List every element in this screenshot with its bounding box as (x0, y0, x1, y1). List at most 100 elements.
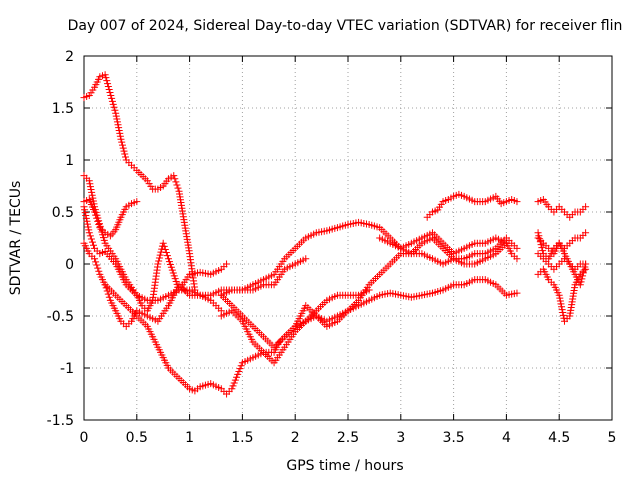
data-point (88, 191, 96, 199)
data-point (581, 263, 589, 271)
data-point (109, 100, 117, 108)
data-point (556, 294, 564, 302)
series-arc-11 (423, 190, 521, 221)
data-point (86, 180, 94, 188)
data-point (302, 255, 310, 263)
y-tick-label: -1.5 (47, 413, 74, 429)
data-point (85, 177, 93, 185)
y-tick-labels: -1.5 -1 -0.5 0 0.5 1 1.5 2 (47, 49, 74, 429)
data-point (121, 153, 129, 161)
data-point (93, 261, 101, 269)
x-tick-label: 4 (502, 430, 511, 446)
data-point (103, 77, 111, 85)
data-point (577, 278, 585, 286)
y-tick-label: 0 (65, 257, 74, 273)
data-point (513, 244, 521, 252)
data-point (105, 86, 113, 94)
x-tick-label: 4.5 (548, 430, 570, 446)
data-point (162, 249, 170, 257)
data-points (80, 71, 590, 398)
data-point (94, 264, 102, 272)
x-axis-label: GPS time / hours (286, 458, 403, 474)
data-point (576, 281, 584, 289)
data-point (115, 127, 123, 135)
data-point (537, 241, 545, 249)
series-arc-5 (80, 239, 225, 330)
data-point (155, 254, 163, 262)
data-point (87, 235, 95, 243)
data-point (111, 106, 119, 114)
y-tick-label: 0.5 (52, 205, 74, 221)
data-point (118, 138, 126, 146)
data-point (95, 267, 103, 275)
data-point (170, 172, 178, 180)
data-point (102, 74, 110, 82)
y-tick-label: 1 (65, 153, 74, 169)
x-tick-label: 3.5 (442, 430, 464, 446)
data-point (536, 235, 544, 243)
x-tick-label: 1.5 (231, 430, 253, 446)
data-point (90, 241, 98, 249)
data-point (114, 121, 122, 129)
x-tick-label: 3 (396, 430, 405, 446)
data-point (83, 217, 91, 225)
series-arc-4 (80, 203, 310, 304)
x-tick-label: 5 (608, 430, 617, 446)
data-point (105, 293, 113, 301)
data-point (171, 175, 179, 183)
series-arc-10 (376, 229, 521, 263)
data-point (133, 198, 141, 206)
data-point (229, 382, 237, 390)
series-arc-16 (534, 229, 590, 289)
data-point (558, 303, 566, 311)
data-point (89, 194, 97, 202)
data-point (92, 258, 100, 266)
data-point (228, 385, 236, 393)
data-point (539, 247, 547, 255)
data-point (104, 290, 112, 298)
data-point (112, 109, 120, 117)
data-point (107, 91, 115, 99)
data-point (173, 181, 181, 189)
data-point (117, 135, 125, 143)
data-point (104, 83, 112, 91)
data-point (154, 260, 162, 268)
data-point (120, 147, 128, 155)
data-point (170, 272, 178, 280)
data-point (582, 203, 590, 211)
plot-frame (83, 55, 613, 421)
data-point (85, 226, 93, 234)
data-point (91, 255, 99, 263)
data-point (172, 178, 180, 186)
data-point (556, 297, 564, 305)
data-point (115, 124, 123, 132)
data-point (174, 184, 182, 192)
data-point (159, 239, 167, 247)
data-point (104, 80, 112, 88)
y-axis-label: SDTVAR / TECUs (8, 181, 24, 296)
data-point (559, 311, 567, 319)
data-point (168, 266, 176, 274)
data-point (578, 275, 586, 283)
data-point (164, 255, 172, 263)
data-point (106, 88, 114, 96)
data-point (81, 209, 89, 217)
data-point (116, 132, 124, 140)
data-point (534, 229, 542, 237)
data-point (536, 238, 544, 246)
data-point (116, 129, 124, 137)
data-point (233, 373, 241, 381)
data-point (90, 200, 98, 208)
x-tick-label: 2 (291, 430, 300, 446)
data-point (113, 118, 121, 126)
data-point (85, 229, 93, 237)
data-point (167, 263, 175, 271)
data-point (102, 284, 110, 292)
data-point (86, 232, 94, 240)
data-point (237, 362, 245, 370)
x-tick-labels: 0 0.5 1 1.5 2 2.5 3 3.5 4 4.5 5 (80, 430, 617, 446)
data-point (230, 379, 238, 387)
data-point (171, 275, 179, 283)
data-point (161, 245, 169, 253)
